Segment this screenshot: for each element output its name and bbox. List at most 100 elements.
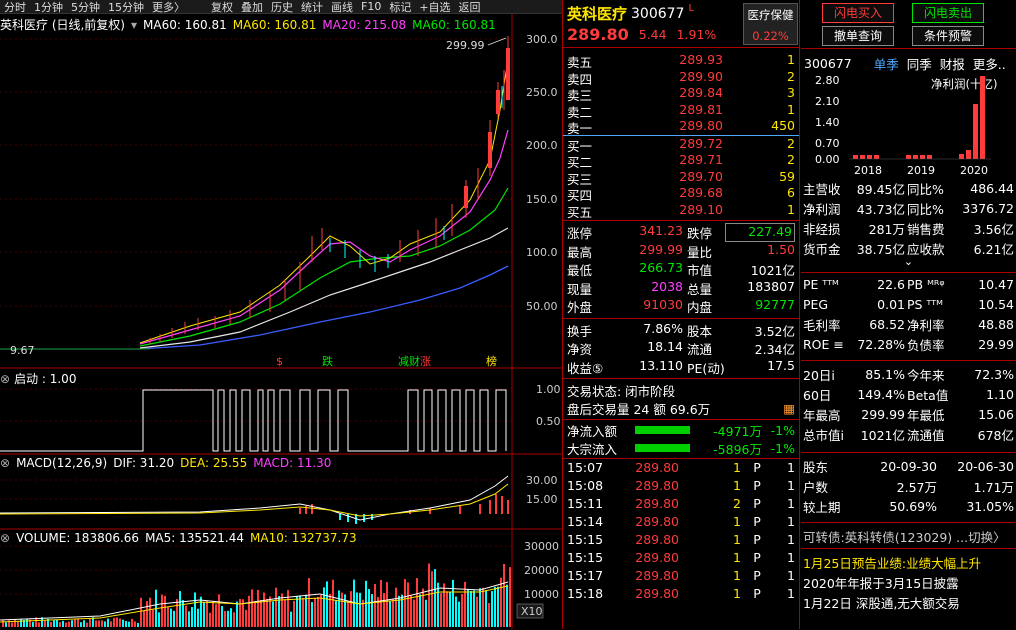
toolbar-f10[interactable]: F10 bbox=[361, 0, 382, 13]
volume-bar bbox=[371, 594, 373, 627]
tab-report[interactable]: 财报 bbox=[939, 57, 965, 72]
ma-line-green bbox=[139, 187, 509, 347]
tick-row: 15:17 289.80 1 P 1 bbox=[567, 568, 795, 583]
volume-bar bbox=[362, 599, 364, 627]
ask-row[interactable]: 卖五 289.93 1 bbox=[567, 52, 795, 70]
chevron-down-icon[interactable]: ⌄ bbox=[903, 255, 914, 268]
volume-bar bbox=[464, 581, 466, 627]
event-marker-list[interactable]: 榜 bbox=[486, 354, 497, 368]
toolbar-15min[interactable]: 15分钟 bbox=[108, 0, 144, 14]
volume-bar bbox=[185, 605, 187, 627]
event-marker-fall[interactable]: 跌 bbox=[322, 354, 333, 368]
ask-row[interactable]: 卖一 289.80 450 bbox=[567, 118, 795, 136]
volume-bar bbox=[113, 617, 115, 627]
event-marker-reduce[interactable]: 减 bbox=[398, 355, 409, 368]
event-marker-rise[interactable]: 涨 bbox=[420, 355, 431, 368]
ask-row[interactable]: 卖四 289.90 2 bbox=[567, 68, 795, 87]
bid-row[interactable]: 买一 289.72 2 bbox=[567, 135, 795, 154]
stock-code: 300677 bbox=[631, 5, 685, 22]
volume-bar bbox=[47, 618, 49, 627]
perf-row: 总市值ⅰ 1021亿 流通值 678亿 bbox=[803, 427, 1014, 443]
chevron-down-icon[interactable]: ▾ bbox=[131, 17, 138, 32]
bid-row[interactable]: 买三 289.70 59 bbox=[567, 168, 795, 187]
volume-bar bbox=[134, 621, 136, 627]
sector-badge[interactable]: 医疗保健 0.22% bbox=[743, 3, 798, 45]
toolbar-history[interactable]: 历史 bbox=[271, 0, 293, 14]
volume-bar bbox=[35, 617, 37, 627]
close-icon[interactable]: ⊗ bbox=[0, 456, 11, 470]
net-inflow-label: 净流入额 bbox=[567, 423, 618, 439]
volume-bar bbox=[104, 621, 106, 627]
flash-sell-button[interactable]: 闪电卖出 bbox=[912, 3, 984, 23]
tick-row: 15:11 289.80 2 P 1 bbox=[567, 496, 795, 511]
volume-bar bbox=[443, 583, 445, 627]
toolbar-1min[interactable]: 1分钟 bbox=[34, 0, 63, 14]
mini-y-4: 0.00 bbox=[815, 153, 840, 166]
flash-buy-button[interactable]: 闪电买入 bbox=[822, 3, 894, 23]
vol-unit: X10 bbox=[521, 605, 543, 618]
volume-bar bbox=[368, 589, 370, 627]
volume-bar bbox=[257, 589, 259, 627]
tab-single-quarter[interactable]: 单季 bbox=[873, 57, 899, 72]
tick-row: 15:08 289.80 1 P 1 bbox=[567, 478, 795, 493]
toolbar-restore-rights[interactable]: 复权 bbox=[211, 0, 233, 14]
vol-ma5-line bbox=[0, 581, 509, 621]
toolbar-add-watchlist[interactable]: +自选 bbox=[419, 0, 451, 14]
block-inflow-label: 大宗流入 bbox=[567, 441, 618, 457]
toolbar-back[interactable]: 返回 bbox=[458, 0, 481, 14]
current-price: 289.80 bbox=[567, 25, 629, 44]
net-profit-mini-chart[interactable]: 净利润(十亿) 2.80 2.10 1.40 0.70 0.00 2018 20… bbox=[801, 70, 1016, 178]
cancel-query-button[interactable]: 撤单查询 bbox=[822, 26, 894, 46]
volume-bar bbox=[509, 567, 511, 627]
close-icon[interactable]: ⊗ bbox=[0, 531, 11, 545]
volume-bar bbox=[419, 594, 421, 627]
volume-bar bbox=[335, 600, 337, 627]
volume-bar bbox=[389, 600, 391, 627]
ask-row[interactable]: 卖二 289.81 1 bbox=[567, 101, 795, 120]
volume-bar bbox=[8, 620, 10, 627]
y-tick-100: 100.0 bbox=[526, 246, 558, 259]
signal-tick-1: 1.00 bbox=[536, 383, 561, 396]
volume-bar bbox=[140, 597, 142, 627]
volume-bar bbox=[422, 588, 424, 627]
toolbar-5min[interactable]: 5分钟 bbox=[71, 0, 100, 14]
news-item[interactable]: 2020年年报于3月15日披露 bbox=[803, 575, 959, 591]
volume-bar bbox=[95, 620, 97, 627]
mini-y-1: 2.10 bbox=[815, 95, 840, 108]
toolbar-overlay[interactable]: 叠加 bbox=[241, 0, 263, 14]
bid-row[interactable]: 买四 289.68 6 bbox=[567, 185, 795, 203]
toolbar-more[interactable]: 更多〉 bbox=[152, 0, 185, 14]
ma-legend-0: MA60: 160.81 bbox=[143, 17, 227, 32]
volume-bar bbox=[284, 599, 286, 627]
high-label: 299.99 bbox=[446, 39, 485, 52]
vol-tick-30000: 30000 bbox=[524, 540, 559, 553]
news-item[interactable]: 1月25日预告业绩:业绩大幅上升 bbox=[803, 555, 982, 571]
volume-bar bbox=[260, 600, 262, 627]
toolbar-statistics[interactable]: 统计 bbox=[301, 0, 323, 14]
volume-bar bbox=[338, 590, 340, 627]
toolbar-draw[interactable]: 画线 bbox=[331, 0, 353, 14]
calendar-icon[interactable]: ▦ bbox=[783, 400, 795, 416]
ask-row[interactable]: 卖三 289.84 3 bbox=[567, 85, 795, 103]
condition-alert-button[interactable]: 条件预警 bbox=[912, 26, 984, 46]
tick-list[interactable]: 15:07 289.80 1 P 1 15:08 289.80 1 P 1 15:11 289.8… bbox=[563, 459, 799, 605]
chart-header: 英科医疗 (日线,前复权) ▾ MA60: 160.81 MA60: 160.8… bbox=[0, 16, 496, 33]
close-icon[interactable]: ⊗ bbox=[0, 371, 11, 386]
chart-toolbar: 分时 1分钟 5分钟 15分钟 更多〉 复权 叠加 历史 统计 画线 F10 标… bbox=[0, 0, 562, 14]
event-marker-dollar[interactable]: $ bbox=[276, 355, 283, 368]
convertible-bond-link[interactable]: 可转债:英科转债(123029) ...切换〉 bbox=[803, 529, 1006, 545]
mini-x-2019: 2019 bbox=[907, 164, 935, 177]
volume-bar bbox=[194, 592, 196, 627]
volume-bar bbox=[416, 577, 418, 627]
bid-row[interactable]: 买二 289.71 2 bbox=[567, 152, 795, 170]
event-marker-finance[interactable]: 财 bbox=[409, 354, 420, 368]
bid-row[interactable]: 买五 289.10 1 bbox=[567, 201, 795, 220]
toolbar-intraday[interactable]: 分时 bbox=[4, 0, 26, 14]
toolbar-mark[interactable]: 标记 bbox=[389, 0, 412, 14]
news-item[interactable]: 1月22日 深股通,无大额交易 bbox=[803, 595, 960, 611]
volume-bar bbox=[308, 578, 310, 627]
tab-more[interactable]: 更多.. bbox=[972, 57, 1006, 72]
tab-same-quarter[interactable]: 同季 bbox=[906, 57, 932, 72]
volume-bar bbox=[215, 604, 217, 627]
kline-chart[interactable]: 300.0 250.0 200.0 150.0 100.0 50.00 bbox=[0, 14, 562, 630]
